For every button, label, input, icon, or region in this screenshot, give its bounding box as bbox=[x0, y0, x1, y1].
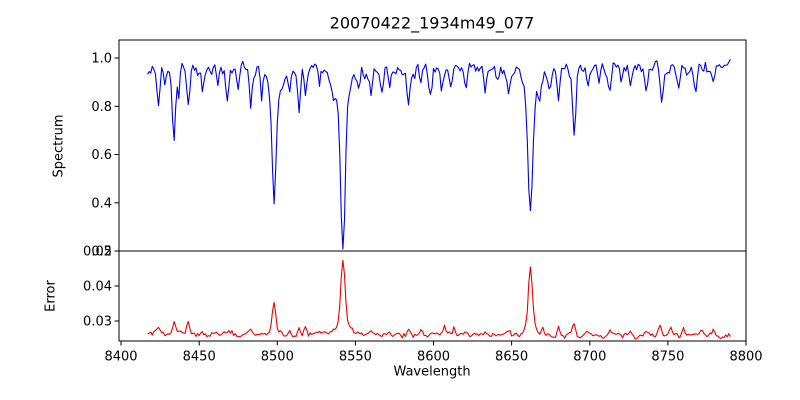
x-tick-label: 8600 bbox=[417, 350, 450, 365]
x-tick-label: 8550 bbox=[339, 350, 372, 365]
x-tick-label: 8450 bbox=[183, 350, 216, 365]
x-tick-label: 8500 bbox=[261, 350, 294, 365]
spectrum-y-tick-label: 0.8 bbox=[91, 100, 112, 115]
chart-title: 20070422_1934m49_077 bbox=[329, 13, 535, 33]
x-tick-label: 8750 bbox=[651, 350, 684, 365]
x-axis-label: Wavelength bbox=[393, 364, 471, 380]
x-tick-label: 8800 bbox=[729, 350, 762, 365]
spectrum-y-tick-label: 0.6 bbox=[91, 148, 112, 163]
x-tick-label: 8650 bbox=[495, 350, 528, 365]
error-y-tick-label: 0.04 bbox=[83, 280, 112, 295]
error-y-tick-label: 0.03 bbox=[83, 315, 112, 330]
error-panel-spines bbox=[118, 250, 747, 342]
spectrum-y-tick-label: 1.0 bbox=[91, 52, 112, 67]
spectrum-y-tick-label: 0.2 bbox=[91, 245, 112, 260]
error-line bbox=[147, 259, 731, 340]
error-y-tick-label: 0.05 bbox=[83, 245, 112, 260]
spectrum-y-tick-label: 0.4 bbox=[91, 196, 112, 211]
x-tick-label: 8400 bbox=[104, 350, 137, 365]
spectrum-panel-spines bbox=[118, 39, 747, 252]
spectrum-line bbox=[147, 59, 731, 250]
x-tick-label: 8700 bbox=[573, 350, 606, 365]
